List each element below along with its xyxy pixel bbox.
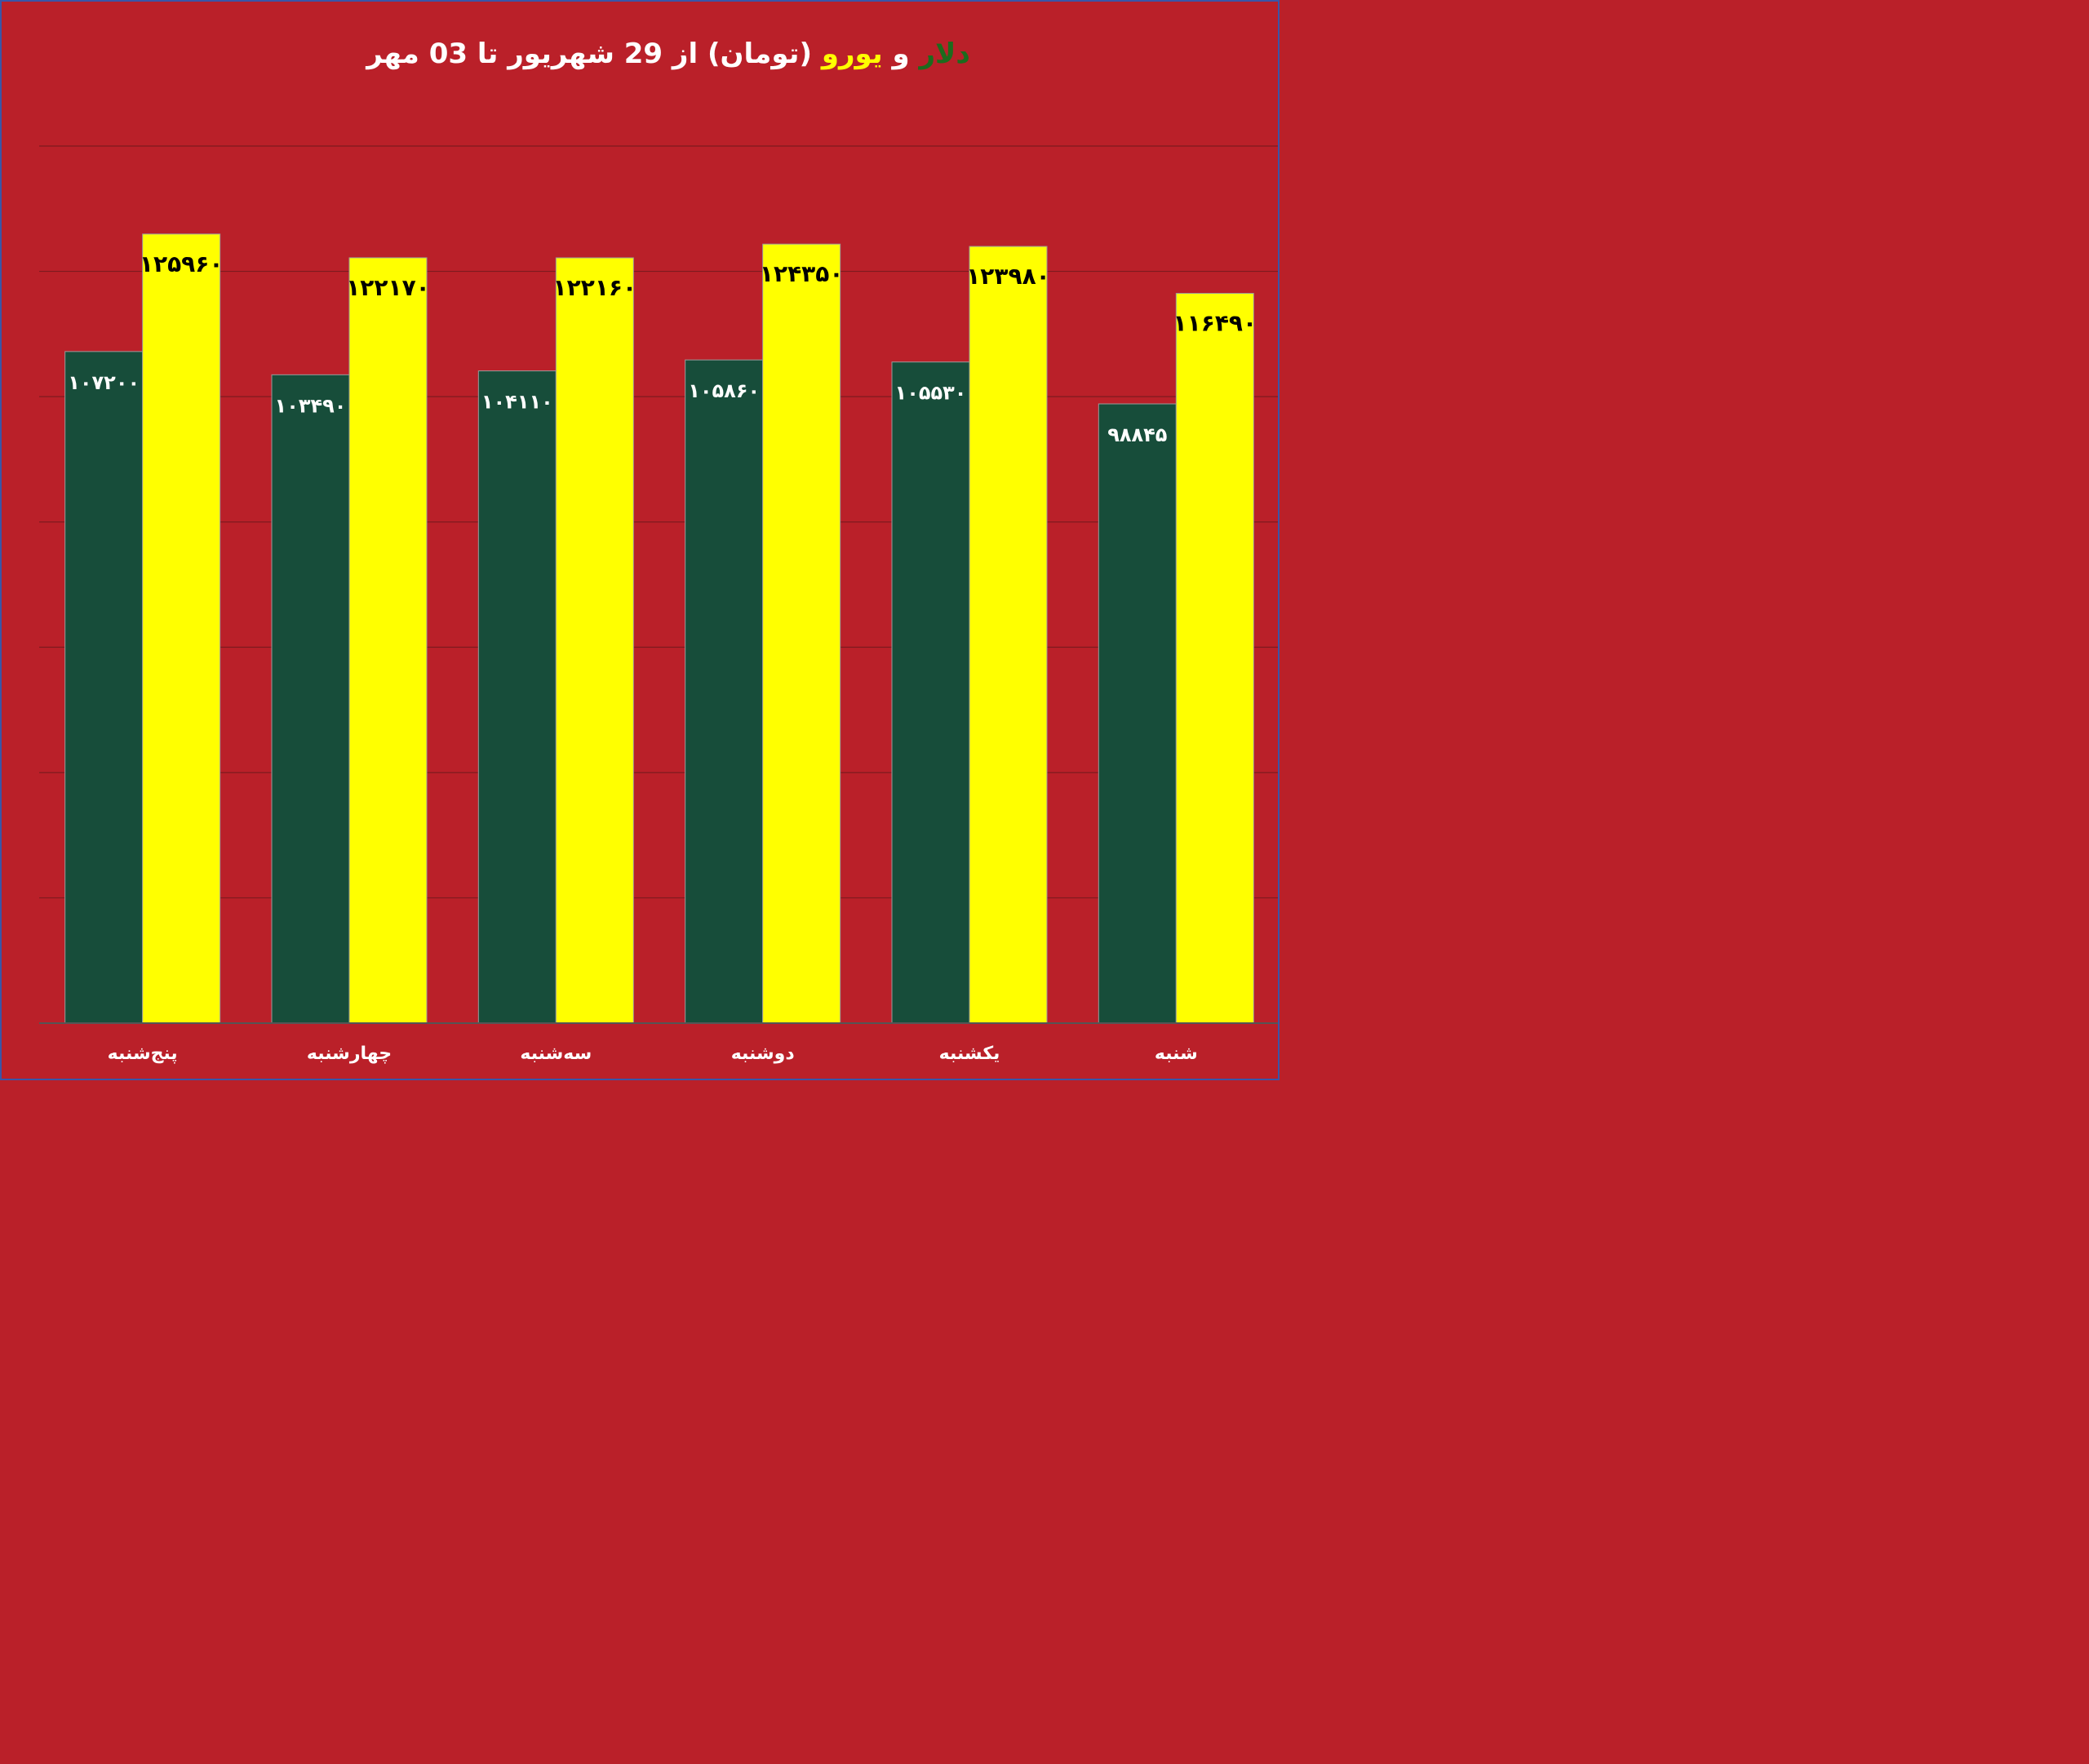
title-and-word: و bbox=[882, 38, 920, 70]
euro-bar bbox=[762, 243, 841, 1024]
chart-title: دلار و یورو (تومان) از 29 شهریور تا 03 م… bbox=[2, 38, 1335, 70]
dollar-value-label: ۱۰۳۴۹۰ bbox=[275, 394, 347, 417]
dollar-value-label: ۱۰۷۲۰۰ bbox=[68, 371, 140, 394]
x-tick-label: شنبه bbox=[1155, 1044, 1198, 1064]
dollar-bar bbox=[1098, 403, 1177, 1024]
euro-value-label: ۱۲۲۱۶۰ bbox=[553, 274, 637, 301]
title-dollar-word: دلار bbox=[919, 38, 970, 70]
dollar-bar bbox=[271, 374, 350, 1024]
x-tick-label: دوشنبه bbox=[731, 1044, 795, 1064]
dollar-value-label: ۱۰۵۸۶۰ bbox=[688, 379, 760, 402]
euro-value-label: ۱۱۶۴۹۰ bbox=[1173, 310, 1257, 337]
dollar-value-label: ۱۰۵۵۳۰ bbox=[895, 382, 967, 405]
dollar-bar bbox=[477, 370, 557, 1024]
x-tick-label: یکشنبه bbox=[939, 1044, 1000, 1064]
dollar-bar bbox=[891, 361, 970, 1024]
bar-chart: ۱۰۷۲۰۰ ۱۲۵۹۶۰ پنج‌شنبه ۱۰۳۴۹۰ ۱۲۲۱۷۰ چهارشنبه… bbox=[39, 145, 1278, 1064]
euro-value-label: ۱۲۲۱۷۰ bbox=[346, 274, 430, 301]
dollar-bar bbox=[64, 351, 144, 1024]
x-tick-label: سه‌شنبه bbox=[520, 1044, 592, 1064]
euro-value-label: ۱۲۴۳۵۰ bbox=[760, 260, 844, 287]
x-tick-label: پنج‌شنبه bbox=[108, 1044, 178, 1064]
title-rest: (تومان) از 29 شهریور تا 03 مهر bbox=[366, 38, 822, 70]
euro-bar bbox=[969, 246, 1048, 1024]
euro-bar bbox=[142, 233, 221, 1024]
title-euro-word: یورو bbox=[821, 38, 883, 70]
dollar-value-label: ۱۰۴۱۱۰ bbox=[481, 391, 553, 414]
euro-value-label: ۱۲۳۹۸۰ bbox=[966, 263, 1050, 290]
chart-frame: دلار و یورو (تومان) از 29 شهریور تا 03 م… bbox=[0, 0, 1280, 1080]
euro-value-label: ۱۲۵۹۶۰ bbox=[140, 250, 224, 277]
x-tick-label: چهارشنبه bbox=[307, 1044, 392, 1064]
dollar-value-label: ۹۸۸۴۵ bbox=[1107, 423, 1167, 446]
euro-bar bbox=[348, 257, 428, 1024]
euro-bar bbox=[1175, 293, 1254, 1024]
euro-bar bbox=[555, 257, 634, 1024]
dollar-bar bbox=[685, 359, 764, 1024]
